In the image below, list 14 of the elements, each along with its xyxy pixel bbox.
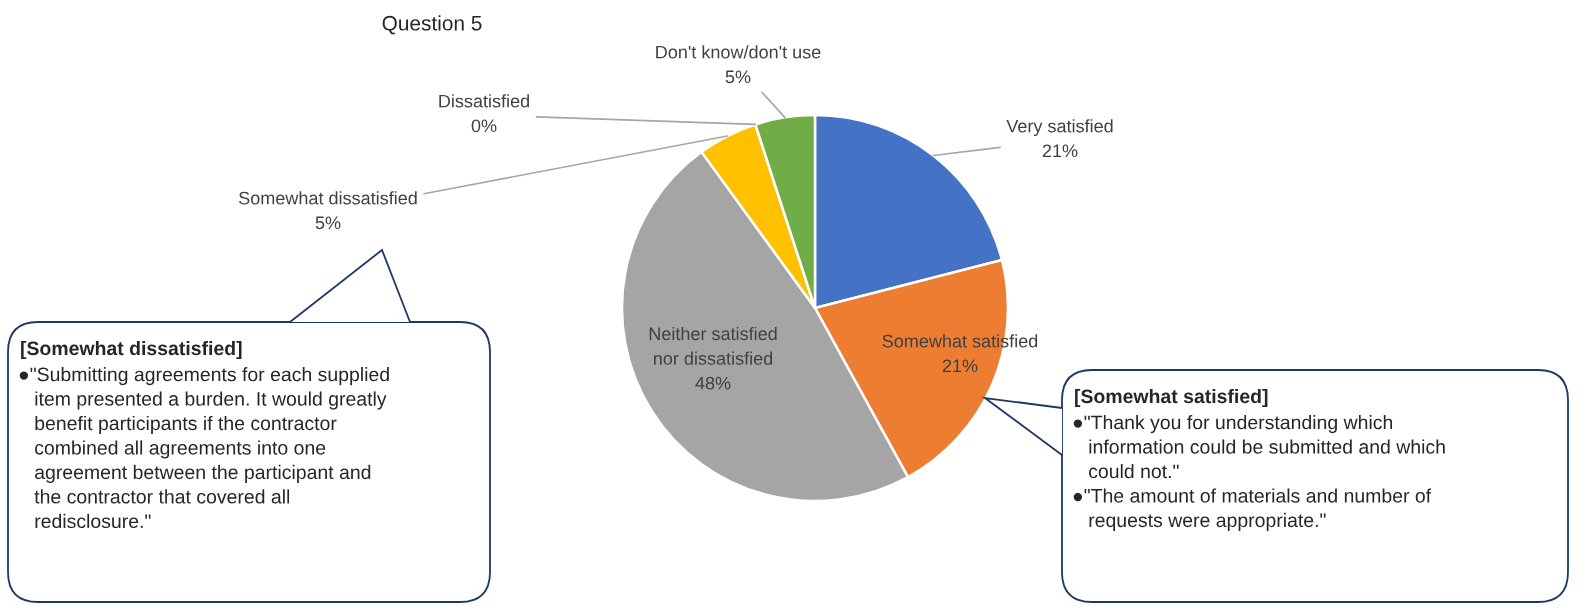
slice-label: Very satisfied <box>1006 119 1113 137</box>
text: [Somewhat dissatisfied] ●"Submitting agreements for each supplied item presented a burden. It would greatly benefit participants if the contractor combined all agreements into one agreement between the participant and the contractor that covered all redisclosure." <box>19 340 389 529</box>
data-label: 5% <box>315 216 341 230</box>
data-label: 5% <box>725 70 751 84</box>
text: 0% <box>471 119 497 133</box>
data-label: 21% <box>942 359 978 373</box>
slice-label: Somewhat dissatisfied <box>239 191 417 205</box>
slice-label: Don't know/don't use <box>656 45 821 59</box>
chart-title: Question 5 <box>382 15 482 35</box>
data-label: 21% <box>1042 144 1078 158</box>
category-label: Dissatisfied <box>439 94 529 108</box>
text: [Somewhat satisfied] ●"Thank you for understanding which information could be submitted and which could not." ●"The amount of materials and number of requests were appropriate." <box>1073 388 1445 531</box>
data-label: 48% <box>695 376 731 390</box>
slice-label: Neither satisfied nor dissatisfied <box>649 326 777 365</box>
